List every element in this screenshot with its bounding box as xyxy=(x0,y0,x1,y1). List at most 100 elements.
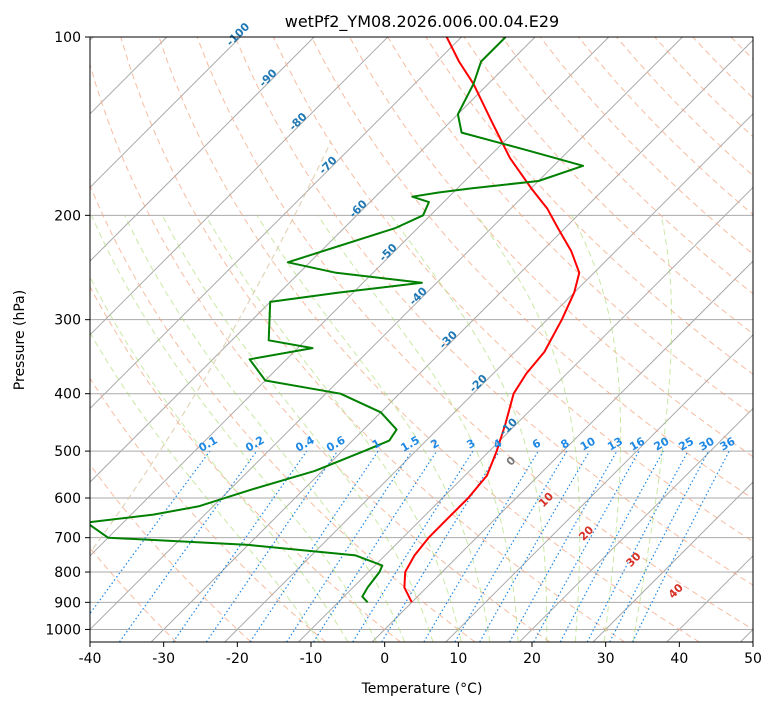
y-tick-label: 800 xyxy=(54,565,81,581)
dry-adiabat-line xyxy=(616,37,753,177)
dry-adiabat-line xyxy=(349,37,753,458)
y-tick-label: 600 xyxy=(54,491,81,507)
x-tick-label: -10 xyxy=(300,651,323,667)
plot-frame xyxy=(89,36,754,643)
moist-adiabat-line xyxy=(632,215,673,642)
mixing-ratio-line xyxy=(90,450,211,615)
dry-adiabat-line xyxy=(692,37,753,99)
isotherm-label: -100 xyxy=(224,20,253,49)
y-tick-label: 100 xyxy=(54,30,81,46)
isotherm-line xyxy=(150,39,753,642)
isotherm-label: -40 xyxy=(407,284,430,307)
moist-adiabat-line xyxy=(256,215,491,642)
isotherm-label: -20 xyxy=(467,372,490,395)
dry-adiabat-line xyxy=(90,184,476,642)
y-tick-label: 200 xyxy=(54,208,81,224)
dry-adiabat-line xyxy=(234,37,753,586)
mixing-ratio-label: 3 xyxy=(465,437,478,452)
x-tick-label: 40 xyxy=(670,651,688,667)
isotherm-line xyxy=(90,37,610,557)
dry-adiabat-line xyxy=(311,37,753,500)
isotherm-line xyxy=(224,113,753,642)
x-tick-label: 10 xyxy=(449,651,467,667)
dry-adiabat-line xyxy=(272,37,753,543)
data-series xyxy=(90,37,585,603)
mixing-ratio-line xyxy=(559,450,664,642)
mixing-ratio-line xyxy=(533,450,640,642)
isotherm-line xyxy=(740,628,753,642)
dry-adiabat-line xyxy=(158,37,700,642)
isotherm-line xyxy=(90,37,536,483)
theta-e-line xyxy=(90,141,332,554)
isotherm-label: -80 xyxy=(286,110,309,133)
isotherm-line xyxy=(519,407,753,642)
dry-adiabat-line xyxy=(90,377,327,642)
x-tick-label: -30 xyxy=(152,651,175,667)
mixing-ratio-line xyxy=(119,450,258,642)
dry-adiabat-line xyxy=(90,285,401,642)
isotherm-label: -60 xyxy=(347,197,370,220)
isotherm-label: -10 xyxy=(497,415,520,438)
temperature-line-label: 40 xyxy=(666,581,686,601)
moist-adiabat-line xyxy=(317,215,519,642)
x-tick-label: 20 xyxy=(523,651,541,667)
dewpoint-profile xyxy=(90,37,585,603)
mixing-ratio-line xyxy=(172,450,308,642)
mixing-ratio-line xyxy=(454,450,568,642)
isotherm-label: -50 xyxy=(377,241,400,264)
mixing-ratio-line xyxy=(249,450,379,642)
y-axis: 100 200 300 400 500 600 700 800 900 1000 xyxy=(45,30,90,638)
y-tick-label: 300 xyxy=(54,313,81,329)
x-axis: -40 -30 -20 -10 0 10 20 30 40 50 xyxy=(79,642,762,667)
temperature-profile xyxy=(403,37,581,603)
isotherm-label: -30 xyxy=(437,328,460,351)
moist-adiabat-line xyxy=(476,215,581,642)
x-tick-label: 30 xyxy=(597,651,615,667)
moist-adiabat-line xyxy=(390,215,548,642)
dry-adiabat-line xyxy=(196,37,753,630)
mixing-ratio-line xyxy=(312,450,438,642)
isotherm-line xyxy=(90,37,462,410)
dry-adiabat-line xyxy=(90,463,252,642)
dry-adiabat-line xyxy=(463,37,753,335)
x-tick-label: -20 xyxy=(226,651,249,667)
isotherm-label: -90 xyxy=(256,66,279,89)
x-tick-label: 50 xyxy=(744,651,762,667)
mixing-ratio-line xyxy=(352,450,474,642)
y-tick-label: 700 xyxy=(54,531,81,547)
isotherm-line xyxy=(666,555,753,642)
moist-adiabat-line xyxy=(161,215,434,642)
isotherm-line xyxy=(90,37,389,336)
line-labels: -100-90-80-70-60-50-40-30-20-100.1 0.2 0.4… xyxy=(196,20,737,601)
y-tick-label: 1000 xyxy=(45,622,81,638)
isotherm-line xyxy=(371,260,753,642)
x-tick-label: 0 xyxy=(380,651,389,667)
y-tick-label: 400 xyxy=(54,387,81,403)
moist-adiabat-line xyxy=(205,215,462,642)
mixing-ratio-label: 2 xyxy=(428,437,441,452)
isotherm-label: -70 xyxy=(316,154,339,177)
isotherm-line xyxy=(90,37,683,631)
moist-adiabat-line xyxy=(124,215,406,642)
temperature-line-label: 0 xyxy=(504,454,519,469)
y-tick-label: 900 xyxy=(54,595,81,611)
background-lines xyxy=(90,37,753,642)
isotherm-line xyxy=(592,481,753,642)
mixing-ratio-line xyxy=(286,450,413,642)
x-tick-label: -40 xyxy=(79,651,102,667)
moist-adiabat-line xyxy=(571,215,622,642)
moist-adiabat-line xyxy=(90,276,349,642)
dry-adiabat-line xyxy=(90,62,551,642)
chart-title: wetPf2_YM08.2026.006.00.04.E29 xyxy=(285,12,559,32)
y-axis-label: Pressure (hPa) xyxy=(12,290,28,390)
dry-adiabat-line xyxy=(578,37,753,216)
mixing-ratio-label: 6 xyxy=(530,436,543,451)
dry-adiabat-line xyxy=(501,37,753,295)
dry-adiabat-line xyxy=(539,37,753,255)
dry-adiabat-line xyxy=(120,37,625,642)
isotherm-line xyxy=(445,334,753,642)
mixing-ratio-line xyxy=(509,450,618,642)
y-tick-label: 500 xyxy=(54,444,81,460)
moist-adiabat-line xyxy=(91,215,377,642)
